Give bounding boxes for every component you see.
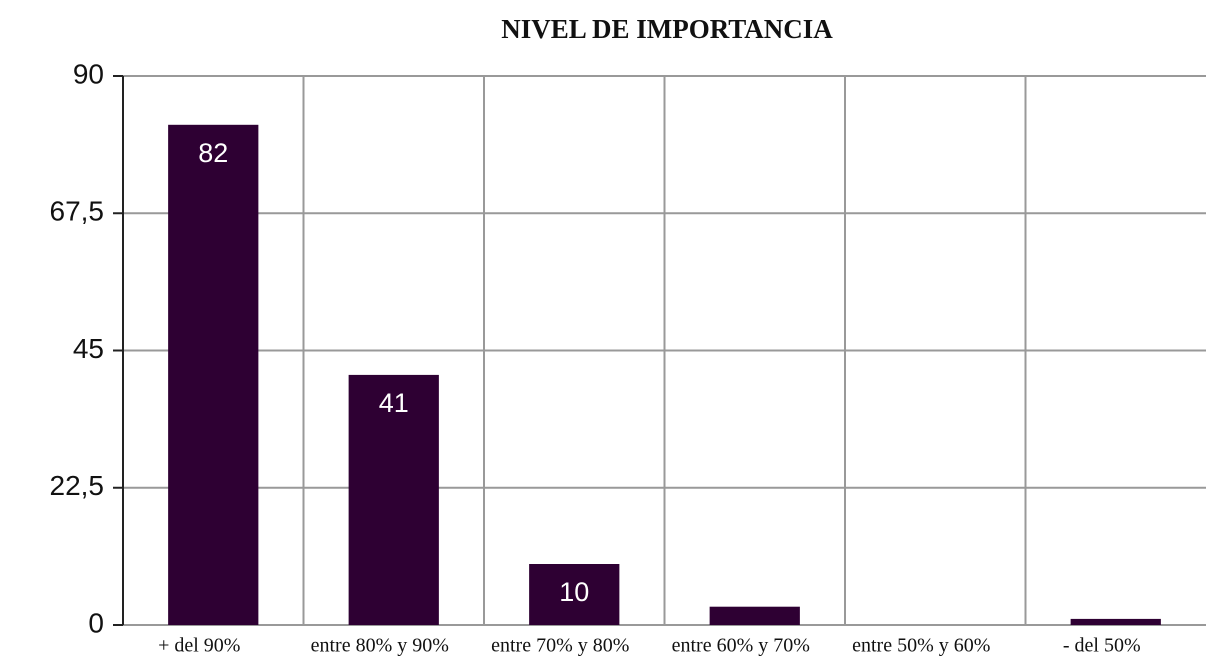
x-tick-label: entre 80% y 90%	[311, 635, 449, 657]
x-tick-label: - del 50%	[1063, 635, 1141, 657]
bar	[348, 374, 439, 625]
data-label: 10	[559, 577, 589, 607]
y-tick-label: 90	[73, 58, 104, 89]
x-tick-label: entre 70% y 80%	[491, 635, 629, 657]
data-label: 82	[198, 138, 228, 168]
x-tick-label: entre 60% y 70%	[672, 635, 810, 657]
y-tick-label: 22,5	[50, 470, 105, 501]
data-label: 41	[379, 388, 409, 418]
y-tick-label: 45	[73, 333, 104, 364]
bar	[1070, 618, 1161, 625]
x-tick-label: entre 50% y 60%	[852, 635, 990, 657]
x-tick-label: + del 90%	[158, 635, 240, 657]
bar	[529, 564, 620, 625]
y-tick-label: 0	[88, 607, 104, 638]
bar	[168, 124, 259, 626]
y-tick-label: 67,5	[50, 196, 105, 227]
chart-title: NIVEL DE IMPORTANCIA	[501, 14, 833, 44]
bar	[709, 606, 800, 625]
